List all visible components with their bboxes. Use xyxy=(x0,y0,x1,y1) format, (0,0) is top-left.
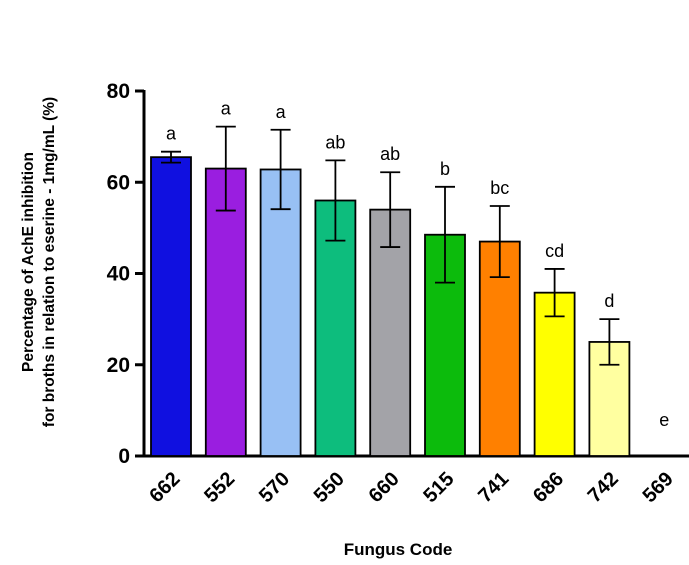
y-tick-label: 20 xyxy=(107,354,130,377)
x-tick-label-515: 515 xyxy=(419,468,458,507)
x-axis-label: Fungus Code xyxy=(344,540,453,559)
y-axis-label-line-1: Percentage of AchE inhibition xyxy=(20,152,37,372)
significance-label-741: bc xyxy=(490,178,509,198)
bar-515 xyxy=(424,233,466,457)
y-axis-label-line-2: for broths in relation to eserine - 1mg/… xyxy=(41,97,58,427)
bar-660 xyxy=(369,208,412,457)
x-tick-label-686: 686 xyxy=(529,468,568,507)
x-tick-label-741: 741 xyxy=(474,468,513,507)
x-tick-label-660: 660 xyxy=(365,468,404,507)
y-tick-label: 0 xyxy=(118,445,130,468)
x-tick-label-552: 552 xyxy=(200,468,239,507)
significance-label-569: e xyxy=(659,410,669,430)
significance-label-552: a xyxy=(221,99,232,119)
significance-label-515: b xyxy=(440,159,450,179)
y-tick-label: 80 xyxy=(107,80,130,103)
x-tick-label-742: 742 xyxy=(584,468,623,507)
x-tick-label-569: 569 xyxy=(639,468,678,507)
y-tick-label: 60 xyxy=(107,171,130,194)
significance-label-662: a xyxy=(166,124,177,144)
significance-label-686: cd xyxy=(545,241,564,261)
bar-686 xyxy=(533,291,576,457)
bar-552 xyxy=(204,167,247,457)
bar-662 xyxy=(150,156,192,457)
significance-label-570: a xyxy=(276,102,287,122)
significance-label-660: ab xyxy=(380,144,400,164)
bar-550 xyxy=(314,199,357,457)
significance-label-550: ab xyxy=(325,132,345,152)
x-tick-label-550: 550 xyxy=(310,468,349,507)
x-tick-label-662: 662 xyxy=(145,468,184,507)
plot-area: 0 20 40 60 80 a 662 a 552 a 570 ab 550 ab 660 b 515 bc 741… xyxy=(107,80,689,507)
y-tick-label: 40 xyxy=(107,263,130,286)
y-axis-label: Percentage of AchE inhibition for broths… xyxy=(20,97,58,427)
significance-label-742: d xyxy=(604,291,614,311)
bar-570 xyxy=(259,168,302,457)
x-tick-label-570: 570 xyxy=(255,468,294,507)
